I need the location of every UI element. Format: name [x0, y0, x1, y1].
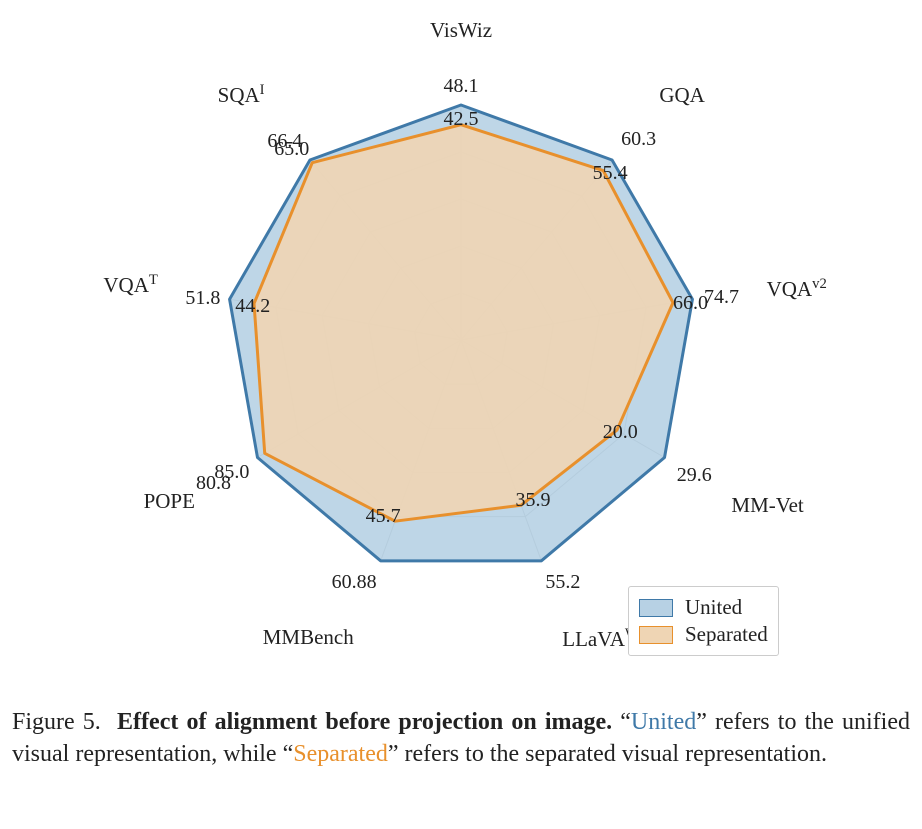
value-separated-vqat: 44.2 — [235, 296, 270, 316]
axis-label-vqav2: VQAv2 — [767, 276, 827, 301]
radar-chart: VisWizGQAVQAv2MM-VetLLaVAWMMBenchPOPEVQA… — [0, 0, 922, 700]
caption-part-3: Sep — [293, 741, 329, 767]
legend-swatch-united — [639, 599, 673, 617]
caption-part-5: ” refers to the separated visual represe… — [388, 741, 827, 767]
legend-label-separated: Separated — [685, 622, 768, 647]
value-separated-mmvet: 20.0 — [603, 422, 638, 442]
axis-label-gqa: GQA — [659, 84, 705, 107]
legend: UnitedSeparated — [628, 586, 779, 656]
value-separated-mmbench: 45.7 — [366, 506, 401, 526]
value-united-vqav2: 74.7 — [704, 287, 739, 307]
value-separated-vqav2: 66.0 — [673, 293, 708, 313]
axis-label-pope: POPE — [144, 490, 195, 513]
value-separated-viswiz: 42.5 — [444, 109, 479, 129]
value-united-mmvet: 29.6 — [677, 465, 712, 485]
legend-label-united: United — [685, 595, 742, 620]
radar-svg — [0, 0, 922, 700]
axis-label-sqai: SQAI — [218, 82, 265, 107]
value-separated-pope: 80.8 — [196, 473, 231, 493]
value-united-mmbench: 60.88 — [332, 572, 377, 592]
caption-prefix: Figure 5. — [12, 709, 101, 735]
value-united-viswiz: 48.1 — [444, 76, 479, 96]
caption-title: Effect of alignment before projection on… — [117, 709, 612, 735]
figure-caption: Figure 5. Effect of alignment before pro… — [12, 707, 910, 770]
axis-label-mmbench: MMBench — [263, 626, 354, 649]
legend-row-separated: Separated — [639, 622, 768, 647]
legend-swatch-separated — [639, 626, 673, 644]
axis-label-viswiz: VisWiz — [430, 19, 492, 42]
axis-label-mmvet: MM-Vet — [731, 494, 803, 517]
caption-part-4: arated — [329, 741, 388, 767]
value-united-llavaw: 55.2 — [545, 572, 580, 592]
value-separated-llavaw: 35.9 — [516, 490, 551, 510]
value-separated-sqai: 65.0 — [274, 139, 309, 159]
caption-part-0: “ — [620, 709, 631, 735]
page: VisWizGQAVQAv2MM-VetLLaVAWMMBenchPOPEVQA… — [0, 0, 922, 829]
caption-part-1: United — [631, 709, 696, 735]
value-united-vqat: 51.8 — [185, 288, 220, 308]
value-united-gqa: 60.3 — [621, 129, 656, 149]
value-separated-gqa: 55.4 — [593, 163, 628, 183]
axis-label-vqat: VQAT — [103, 272, 157, 297]
legend-row-united: United — [639, 595, 768, 620]
